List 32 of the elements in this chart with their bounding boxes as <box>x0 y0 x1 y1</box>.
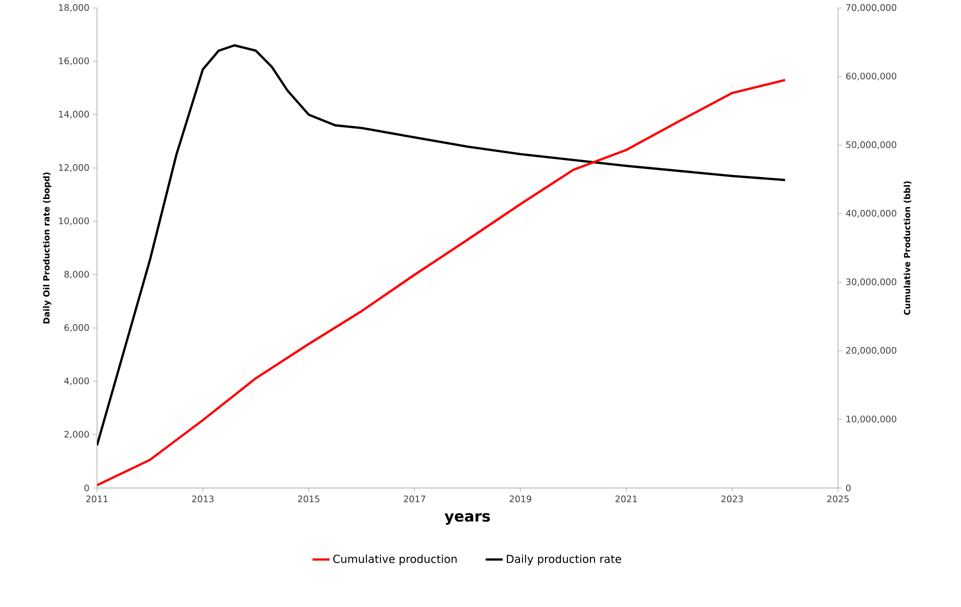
x-tick-label: 2023 <box>721 496 743 502</box>
line-series <box>97 78 786 486</box>
y-axis-title: Daily Oil Production rate (bopd) <box>43 172 52 324</box>
x-tick-label: 2017 <box>404 496 426 502</box>
y-tick-label: 18,000 <box>59 4 89 12</box>
x-tick-label: 2025 <box>827 496 849 502</box>
x-tick-label: 2011 <box>86 496 108 502</box>
legend-label: Daily production rate <box>506 554 622 566</box>
x-tick-label: 2013 <box>192 496 214 502</box>
y2-tick-label: 10,000,000 <box>846 416 896 424</box>
y2-tick-label: 70,000,000 <box>846 4 896 12</box>
y2-tick-label: 60,000,000 <box>846 72 896 80</box>
x-axis-title: years <box>444 513 490 525</box>
x-tick-label: 2021 <box>616 496 637 502</box>
y-tick-label: 0 <box>84 484 89 492</box>
y-tick-label: 12,000 <box>59 164 89 172</box>
y2-tick-label: 30,000,000 <box>846 278 896 286</box>
y2-tick-label: 40,000,000 <box>846 210 896 218</box>
y-tick-label: 8,000 <box>64 270 89 279</box>
y-tick-label: 10,000 <box>59 217 89 226</box>
y2-tick-label: 50,000,000 <box>846 141 896 149</box>
y2-axis-title: Cumulative Production (bbl) <box>904 181 912 315</box>
y2-tick-label: 0 <box>846 484 851 492</box>
y-tick-label: 16,000 <box>59 57 89 66</box>
y-tick-label: 2,000 <box>64 430 89 439</box>
legend-label: Cumulative production <box>333 554 457 566</box>
x-tick-label: 2015 <box>298 496 320 502</box>
x-tick-label: 2019 <box>510 496 532 502</box>
y-tick-label: 14,000 <box>59 110 89 119</box>
y-tick-label: 6,000 <box>64 324 89 332</box>
y-tick-label: 4,000 <box>64 377 89 386</box>
y2-tick-label: 20,000,000 <box>846 347 896 355</box>
